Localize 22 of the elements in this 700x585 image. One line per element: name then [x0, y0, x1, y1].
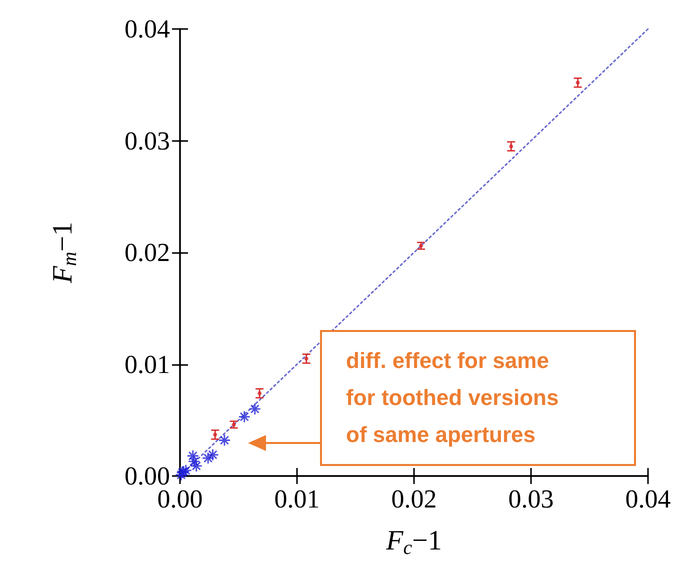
x-tick-label: 0.04 [625, 484, 671, 514]
x-tick-label: 0.03 [508, 484, 554, 514]
point [188, 455, 200, 468]
point [206, 448, 219, 461]
point [576, 80, 580, 85]
point [258, 391, 262, 396]
y-tick-label: 0.02 [124, 238, 170, 267]
point [213, 432, 218, 437]
y-tick-label: 0.01 [124, 350, 170, 379]
point [186, 450, 200, 462]
point [248, 402, 262, 416]
point [509, 144, 514, 148]
y-axis-title: Fm−1 [48, 222, 81, 284]
point [304, 356, 308, 361]
x-tick-label: 0.02 [391, 484, 437, 514]
point [202, 452, 214, 464]
point [218, 434, 231, 446]
point [190, 460, 203, 472]
x-tick-label: 0.01 [274, 484, 320, 514]
y-tick-label: 0.03 [124, 126, 170, 156]
point [238, 410, 251, 423]
y-tick-label: 0.04 [124, 14, 170, 44]
